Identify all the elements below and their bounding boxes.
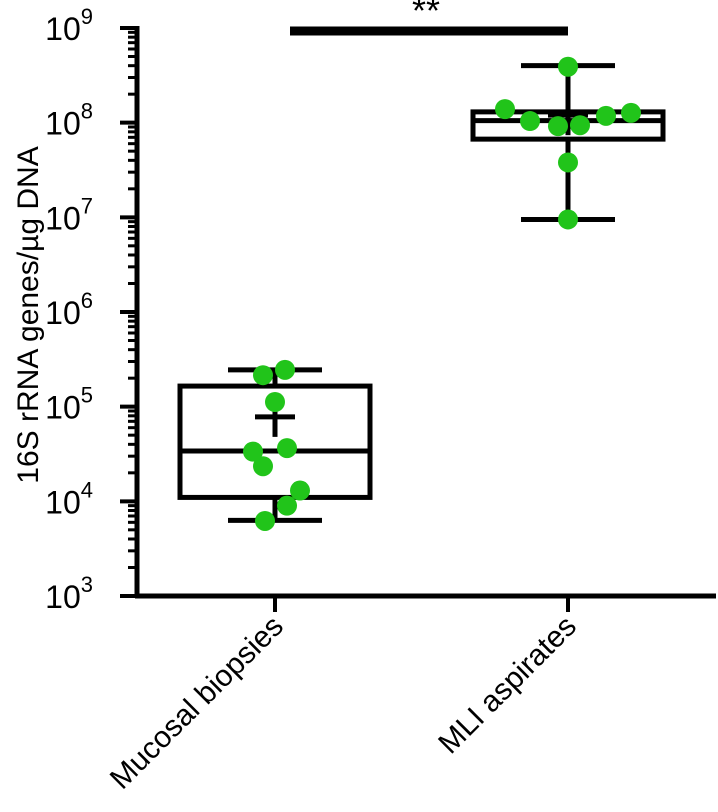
data-point [558,152,578,173]
data-point [265,392,285,413]
box-plot-groups [177,63,666,523]
data-point [621,102,641,123]
data-point [520,111,540,132]
y-tick-label: 103 [45,572,93,615]
data-point [255,510,275,531]
data-point [596,105,616,126]
y-tick-label: 104 [45,477,93,520]
y-tick-label: 108 [45,99,93,142]
data-point [277,438,297,459]
box-group [177,367,373,523]
y-axis: 103 104 105 106 107 108 109 [45,4,140,615]
y-axis-label: 16S rRNA genes/µg DNA [12,146,45,483]
data-point [558,209,578,230]
data-point [570,115,590,136]
data-point [277,495,297,516]
data-point [495,99,515,120]
x-category-label: MLI aspirates [432,610,583,761]
box-group [470,63,666,222]
y-tick-label: 107 [45,193,93,236]
data-point [548,116,568,137]
significance-label: ** [412,0,440,31]
data-point [290,480,310,501]
y-tick-label: 105 [45,383,93,426]
significance-annotation: ** [290,0,568,36]
data-point [253,365,273,386]
data-points [243,56,641,531]
x-axis: Mucosal biopsies MLI aspirates [104,593,716,796]
data-point [253,456,273,477]
x-category-label: Mucosal biopsies [104,610,290,796]
data-point [558,56,578,77]
iqr-box [177,383,373,500]
data-point [275,359,295,380]
y-tick-label: 109 [45,4,93,47]
y-tick-label: 106 [45,288,93,331]
data-point [243,441,263,462]
